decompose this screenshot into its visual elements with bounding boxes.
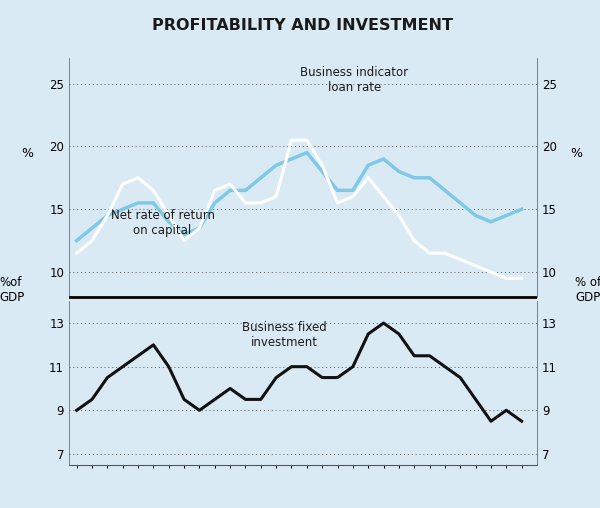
Text: Business fixed
investment: Business fixed investment: [242, 321, 326, 349]
Text: %of
GDP: %of GDP: [0, 275, 25, 304]
Text: %: %: [570, 147, 582, 161]
Text: PROFITABILITY AND INVESTMENT: PROFITABILITY AND INVESTMENT: [152, 18, 454, 33]
Text: Business indicator
loan rate: Business indicator loan rate: [301, 66, 409, 93]
Text: %: %: [21, 147, 33, 161]
Text: Net rate of return
on capital: Net rate of return on capital: [110, 209, 215, 237]
Text: % of
GDP: % of GDP: [575, 275, 600, 304]
